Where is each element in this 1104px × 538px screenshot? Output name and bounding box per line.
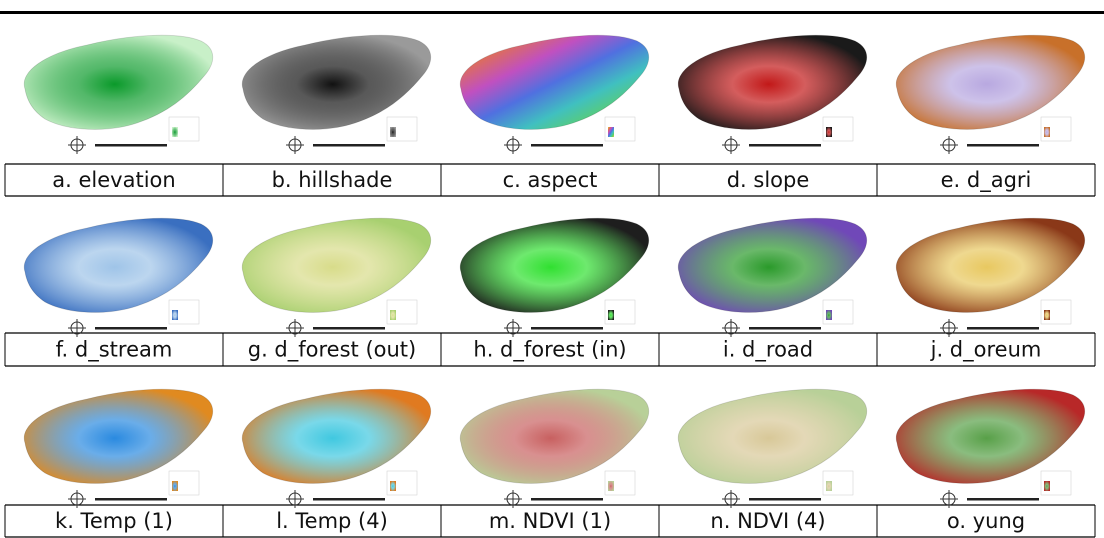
- map-panel: [460, 218, 649, 337]
- island-map: [242, 35, 431, 129]
- legend-swatch: [608, 481, 614, 491]
- map-panel: [460, 389, 649, 508]
- caption: l. Temp (4): [276, 509, 388, 533]
- scale-bar: [749, 144, 821, 147]
- caption: a. elevation: [52, 168, 175, 192]
- legend-swatch: [172, 127, 178, 137]
- map-panel: [896, 389, 1085, 508]
- island-map: [24, 218, 213, 312]
- island-map: [460, 35, 649, 129]
- map-panel: [24, 35, 213, 154]
- legend-swatch: [390, 310, 396, 320]
- legend-swatch: [826, 310, 832, 320]
- island-map: [460, 389, 649, 483]
- figure: a. elevation b. hillshade c. aspect d. slop…: [0, 0, 1104, 538]
- map-panel: [242, 389, 431, 508]
- caption: h. d_forest (in): [473, 338, 626, 363]
- caption: b. hillshade: [272, 168, 393, 192]
- island-map: [678, 218, 867, 312]
- legend-swatch: [1044, 127, 1050, 137]
- scale-bar: [967, 327, 1039, 330]
- legend-swatch: [608, 127, 614, 137]
- island-map: [24, 389, 213, 483]
- scale-bar: [95, 327, 167, 330]
- caption: m. NDVI (1): [489, 509, 611, 533]
- caption: k. Temp (1): [55, 509, 173, 533]
- island-map: [24, 35, 213, 129]
- map-panel: [24, 389, 213, 508]
- map-panel: [460, 35, 649, 154]
- caption: c. aspect: [503, 168, 598, 192]
- scale-bar: [967, 498, 1039, 501]
- island-map: [896, 35, 1085, 129]
- caption: d. slope: [727, 168, 810, 192]
- caption: j. d_oreum: [930, 338, 1042, 363]
- caption: f. d_stream: [56, 338, 173, 363]
- map-panel: [242, 218, 431, 337]
- map-panel: [896, 218, 1085, 337]
- scale-bar: [749, 327, 821, 330]
- scale-bar: [531, 144, 603, 147]
- scale-bar: [531, 327, 603, 330]
- legend-swatch: [1044, 481, 1050, 491]
- scale-bar: [313, 498, 385, 501]
- island-map: [678, 35, 867, 129]
- island-map: [678, 389, 867, 483]
- legend-swatch: [826, 127, 832, 137]
- map-panel: [242, 35, 431, 154]
- island-map: [242, 389, 431, 483]
- top-rule: [0, 11, 1104, 14]
- legend-swatch: [172, 481, 178, 491]
- island-map: [896, 389, 1085, 483]
- legend-swatch: [390, 481, 396, 491]
- map-panel: [678, 389, 867, 508]
- caption: n. NDVI (4): [710, 509, 825, 533]
- caption: i. d_road: [723, 338, 813, 363]
- island-map: [460, 218, 649, 312]
- legend-swatch: [390, 127, 396, 137]
- scale-bar: [95, 498, 167, 501]
- map-panel: [678, 218, 867, 337]
- scale-bar: [749, 498, 821, 501]
- scale-bar: [967, 144, 1039, 147]
- map-panel: [24, 218, 213, 337]
- map-panel: [678, 35, 867, 154]
- legend-swatch: [608, 310, 614, 320]
- caption: e. d_agri: [941, 168, 1032, 193]
- scale-bar: [531, 498, 603, 501]
- island-map: [242, 218, 431, 312]
- caption: o. yung: [947, 509, 1025, 533]
- legend-swatch: [1044, 310, 1050, 320]
- legend-swatch: [172, 310, 178, 320]
- caption: g. d_forest (out): [248, 338, 416, 363]
- legend-swatch: [826, 481, 832, 491]
- scale-bar: [313, 327, 385, 330]
- scale-bar: [313, 144, 385, 147]
- map-panel: [896, 35, 1085, 154]
- scale-bar: [95, 144, 167, 147]
- island-map: [896, 218, 1085, 312]
